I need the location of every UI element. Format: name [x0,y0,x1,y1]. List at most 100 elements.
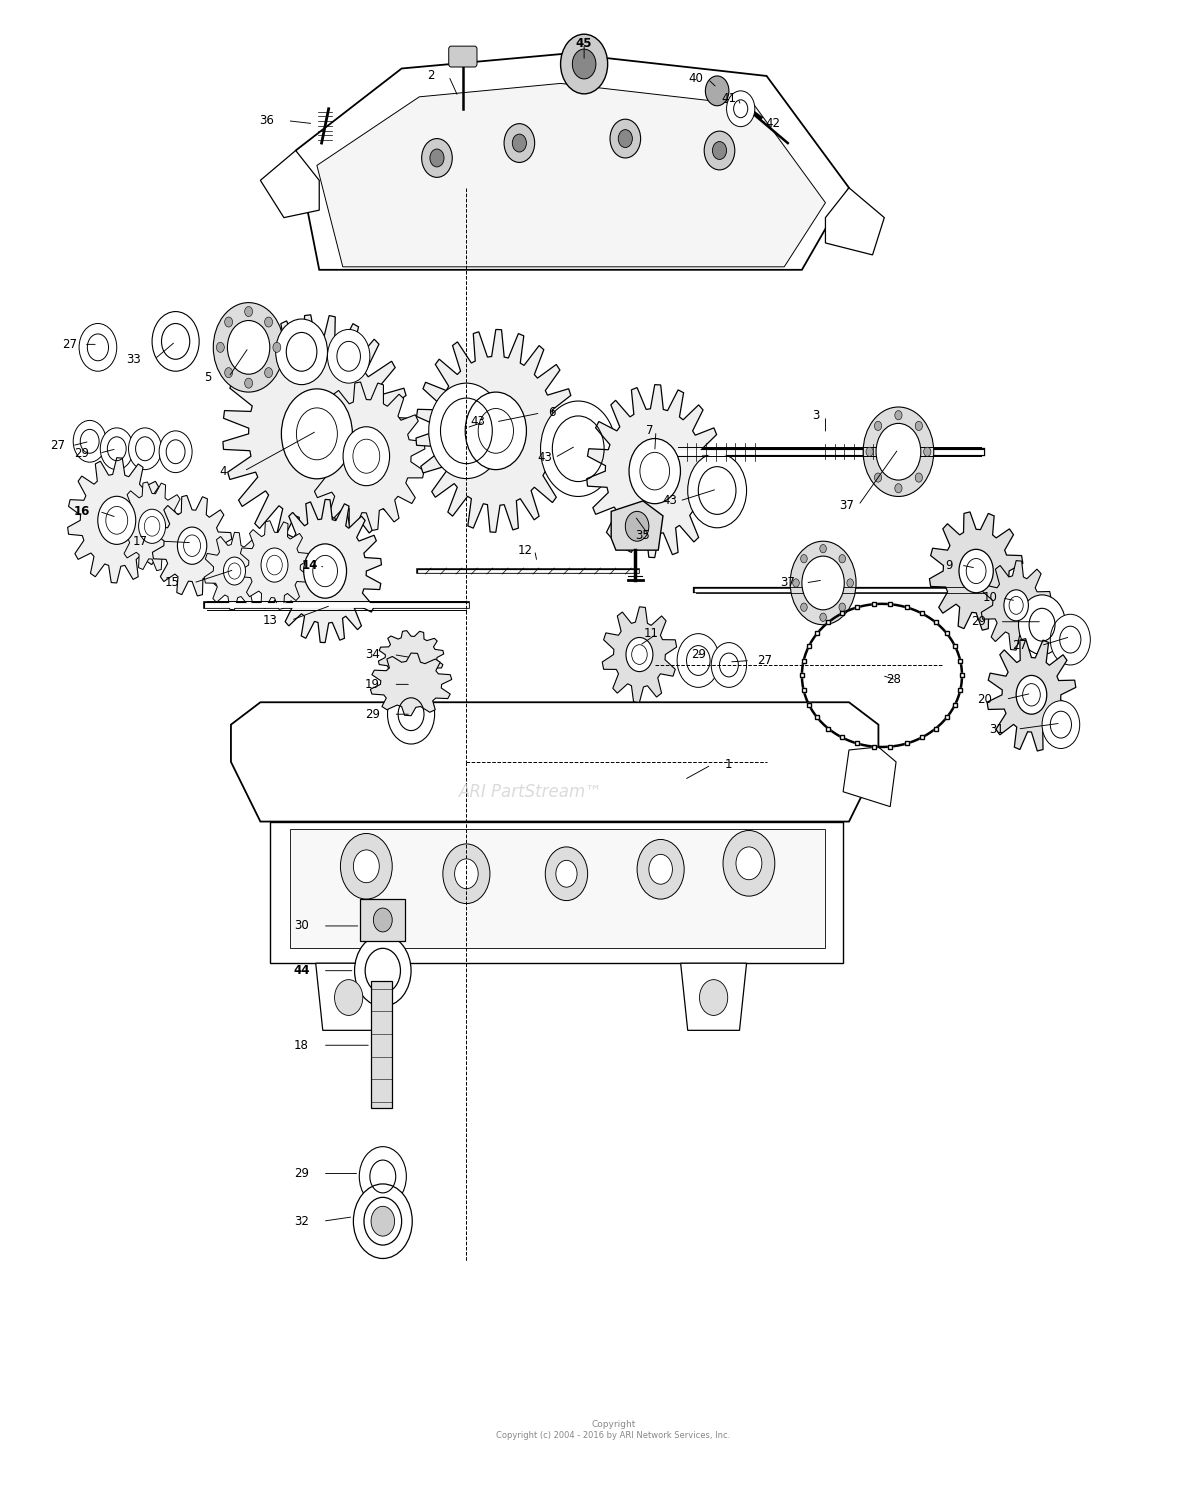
Circle shape [359,1147,406,1206]
Circle shape [713,142,727,160]
Circle shape [354,935,411,1007]
Circle shape [1016,675,1047,714]
Text: 41: 41 [721,91,736,105]
Circle shape [281,388,353,478]
Text: 29: 29 [690,648,706,660]
Circle shape [572,49,596,79]
Circle shape [1004,590,1029,622]
Circle shape [276,320,328,384]
Text: Copyright (c) 2004 - 2016 by ARI Network Services, Inc.: Copyright (c) 2004 - 2016 by ARI Network… [497,1431,730,1440]
Polygon shape [223,315,411,553]
Polygon shape [982,560,1051,650]
Circle shape [610,120,641,158]
Text: 17: 17 [133,535,148,548]
Circle shape [1018,595,1066,654]
Text: 27: 27 [51,439,65,453]
Circle shape [618,130,632,148]
Text: 29: 29 [971,616,986,629]
Circle shape [959,550,994,593]
Text: 10: 10 [983,592,998,605]
Polygon shape [586,384,723,557]
Circle shape [802,556,844,610]
Circle shape [723,831,775,896]
Text: 29: 29 [74,447,88,460]
Polygon shape [611,500,663,550]
Polygon shape [308,382,425,530]
Text: 18: 18 [294,1038,309,1052]
Bar [371,982,392,1109]
Circle shape [343,427,389,486]
Circle shape [244,306,253,317]
Circle shape [353,1183,412,1258]
Text: 27: 27 [756,654,772,666]
Text: 32: 32 [294,1215,309,1228]
Circle shape [637,840,684,899]
Circle shape [273,342,281,353]
Text: 33: 33 [126,353,140,366]
Circle shape [340,834,392,899]
Text: 14: 14 [302,559,317,572]
Text: 15: 15 [165,577,179,590]
Circle shape [224,368,232,378]
Text: 29: 29 [294,1167,309,1180]
Circle shape [465,391,526,469]
Text: 7: 7 [647,424,654,438]
Circle shape [916,421,923,430]
Text: Copyright: Copyright [591,1419,636,1428]
Text: 27: 27 [1012,639,1027,651]
Text: 45: 45 [576,37,592,49]
Text: 37: 37 [780,577,795,590]
Circle shape [223,557,245,586]
Circle shape [625,511,649,541]
Circle shape [264,317,273,327]
Circle shape [387,684,434,744]
Circle shape [727,91,755,127]
Text: 6: 6 [549,406,556,420]
Circle shape [704,131,735,170]
Circle shape [700,980,728,1016]
Text: 30: 30 [294,919,309,932]
Circle shape [863,406,933,496]
Circle shape [866,447,873,456]
Polygon shape [843,747,896,807]
Polygon shape [371,653,452,716]
Circle shape [916,474,923,483]
Circle shape [512,134,526,152]
Circle shape [793,578,799,587]
Circle shape [442,844,490,904]
Circle shape [159,430,192,472]
Text: 34: 34 [365,648,380,660]
Circle shape [874,421,881,430]
Circle shape [177,527,206,565]
Circle shape [303,544,347,598]
Text: 3: 3 [812,409,820,423]
Circle shape [556,861,577,887]
Circle shape [454,859,478,889]
Circle shape [335,980,362,1016]
Polygon shape [67,457,166,583]
Circle shape [353,850,379,883]
Circle shape [545,847,588,901]
Circle shape [373,908,392,932]
Circle shape [504,124,535,163]
Text: 44: 44 [294,964,310,977]
Text: 29: 29 [365,708,380,720]
Circle shape [261,548,288,583]
Text: 16: 16 [73,505,90,518]
Text: 1: 1 [726,759,733,771]
Polygon shape [240,521,309,610]
Circle shape [129,427,162,469]
Circle shape [224,317,232,327]
Circle shape [79,324,117,371]
Circle shape [791,541,856,624]
Polygon shape [681,964,747,1031]
Text: 43: 43 [471,415,486,429]
Text: 9: 9 [945,559,952,572]
Polygon shape [602,607,676,702]
Circle shape [874,474,881,483]
Polygon shape [316,964,381,1031]
Circle shape [894,411,902,420]
Text: 42: 42 [765,117,780,130]
Circle shape [894,484,902,493]
Circle shape [677,633,720,687]
